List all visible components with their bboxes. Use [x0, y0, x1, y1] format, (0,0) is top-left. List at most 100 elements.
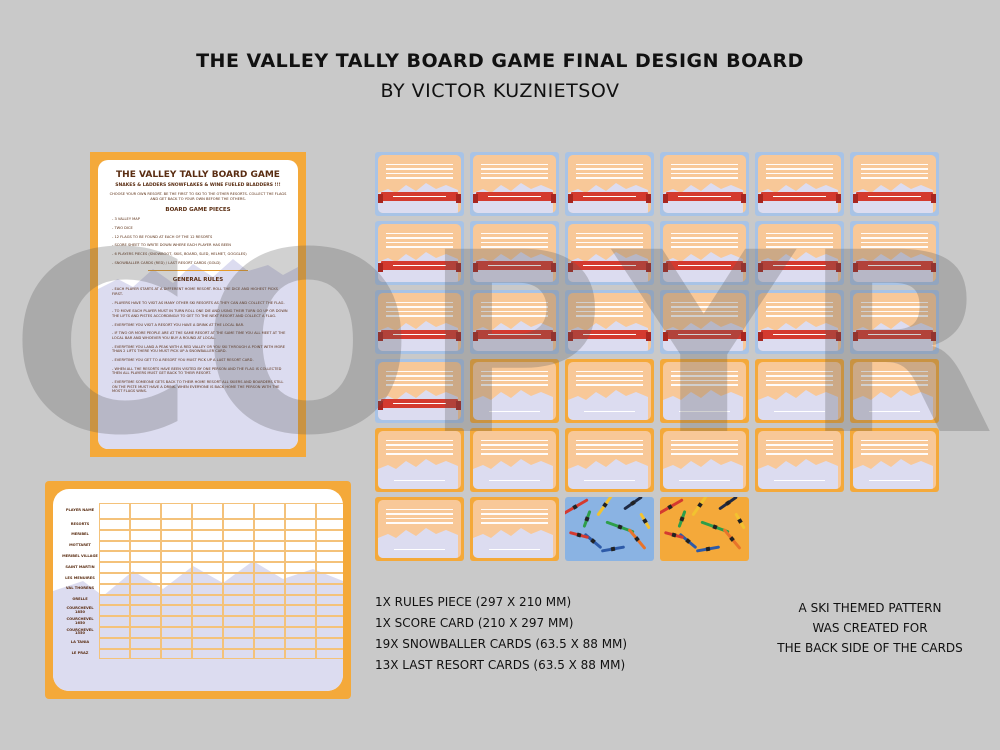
score-cell[interactable]: [316, 616, 343, 627]
score-cell[interactable]: [192, 551, 223, 563]
score-cell[interactable]: [316, 594, 343, 606]
score-cell[interactable]: [254, 648, 285, 660]
score-cell[interactable]: [192, 583, 223, 595]
score-cell[interactable]: [130, 637, 161, 649]
score-cell[interactable]: [254, 540, 285, 552]
score-cell[interactable]: [130, 605, 161, 617]
score-cell[interactable]: [161, 519, 192, 530]
score-cell[interactable]: [130, 551, 161, 563]
score-cell[interactable]: [161, 529, 192, 541]
score-cell[interactable]: [254, 583, 285, 595]
score-cell[interactable]: [223, 529, 254, 541]
score-cell[interactable]: [285, 529, 316, 541]
score-cell[interactable]: [254, 572, 285, 584]
score-cell[interactable]: [161, 503, 192, 519]
score-cell[interactable]: [316, 503, 343, 519]
score-cell[interactable]: [161, 648, 192, 660]
score-cell[interactable]: [316, 529, 343, 541]
score-cell[interactable]: [130, 626, 161, 638]
score-cell[interactable]: [192, 616, 223, 627]
score-cell[interactable]: [99, 637, 130, 649]
score-cell[interactable]: [223, 519, 254, 530]
score-cell[interactable]: [161, 637, 192, 649]
score-cell[interactable]: [99, 503, 130, 519]
score-cell[interactable]: [99, 605, 130, 617]
score-cell[interactable]: [223, 540, 254, 552]
score-cell[interactable]: [254, 519, 285, 530]
score-cell[interactable]: [223, 503, 254, 519]
score-cell[interactable]: [223, 648, 254, 660]
score-cell[interactable]: [130, 503, 161, 519]
score-cell[interactable]: [316, 551, 343, 563]
score-cell[interactable]: [316, 626, 343, 638]
score-cell[interactable]: [223, 626, 254, 638]
score-cell[interactable]: [161, 540, 192, 552]
score-cell[interactable]: [285, 616, 316, 627]
score-cell[interactable]: [161, 594, 192, 606]
score-cell[interactable]: [254, 503, 285, 519]
score-cell[interactable]: [285, 562, 316, 573]
score-cell[interactable]: [285, 572, 316, 584]
score-cell[interactable]: [130, 529, 161, 541]
score-cell[interactable]: [192, 605, 223, 617]
score-cell[interactable]: [285, 637, 316, 649]
score-cell[interactable]: [99, 540, 130, 552]
score-cell[interactable]: [223, 594, 254, 606]
score-cell[interactable]: [130, 616, 161, 627]
score-cell[interactable]: [223, 605, 254, 617]
score-cell[interactable]: [161, 583, 192, 595]
score-cell[interactable]: [254, 605, 285, 617]
score-cell[interactable]: [285, 540, 316, 552]
score-cell[interactable]: [161, 616, 192, 627]
score-cell[interactable]: [223, 637, 254, 649]
score-cell[interactable]: [99, 572, 130, 584]
score-cell[interactable]: [223, 551, 254, 563]
score-cell[interactable]: [99, 562, 130, 573]
score-cell[interactable]: [192, 572, 223, 584]
score-cell[interactable]: [285, 648, 316, 660]
score-cell[interactable]: [99, 519, 130, 530]
score-cell[interactable]: [254, 626, 285, 638]
score-cell[interactable]: [130, 572, 161, 584]
score-cell[interactable]: [130, 648, 161, 660]
score-cell[interactable]: [99, 616, 130, 627]
score-cell[interactable]: [223, 583, 254, 595]
score-cell[interactable]: [161, 562, 192, 573]
score-cell[interactable]: [316, 605, 343, 617]
score-cell[interactable]: [316, 637, 343, 649]
score-cell[interactable]: [99, 648, 130, 660]
score-cell[interactable]: [254, 637, 285, 649]
score-cell[interactable]: [161, 551, 192, 563]
score-cell[interactable]: [161, 626, 192, 638]
score-cell[interactable]: [316, 648, 343, 660]
score-cell[interactable]: [316, 583, 343, 595]
score-cell[interactable]: [192, 529, 223, 541]
score-cell[interactable]: [254, 551, 285, 563]
score-cell[interactable]: [192, 648, 223, 660]
score-cell[interactable]: [192, 540, 223, 552]
score-cell[interactable]: [99, 551, 130, 563]
score-cell[interactable]: [192, 503, 223, 519]
score-cell[interactable]: [285, 503, 316, 519]
score-cell[interactable]: [99, 626, 130, 638]
score-cell[interactable]: [130, 540, 161, 552]
score-cell[interactable]: [285, 583, 316, 595]
score-cell[interactable]: [99, 583, 130, 595]
score-cell[interactable]: [192, 594, 223, 606]
score-cell[interactable]: [316, 540, 343, 552]
score-cell[interactable]: [285, 519, 316, 530]
score-cell[interactable]: [192, 637, 223, 649]
score-cell[interactable]: [254, 562, 285, 573]
score-cell[interactable]: [316, 572, 343, 584]
score-cell[interactable]: [161, 572, 192, 584]
score-cell[interactable]: [130, 519, 161, 530]
score-cell[interactable]: [192, 626, 223, 638]
score-cell[interactable]: [223, 562, 254, 573]
score-cell[interactable]: [130, 562, 161, 573]
score-cell[interactable]: [254, 529, 285, 541]
score-cell[interactable]: [99, 529, 130, 541]
score-cell[interactable]: [254, 594, 285, 606]
score-cell[interactable]: [254, 616, 285, 627]
score-cell[interactable]: [285, 551, 316, 563]
score-cell[interactable]: [99, 594, 130, 606]
